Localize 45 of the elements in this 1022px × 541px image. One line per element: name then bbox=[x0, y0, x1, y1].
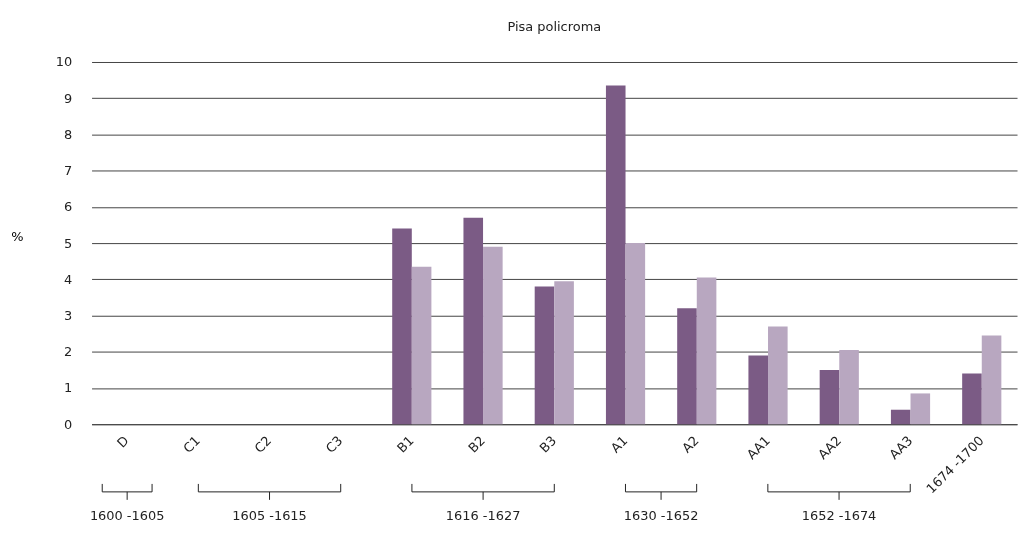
bar bbox=[981, 335, 1002, 425]
bar bbox=[696, 277, 717, 425]
text: 1605 -1615 bbox=[232, 507, 307, 523]
bar bbox=[483, 246, 503, 425]
bar bbox=[910, 393, 931, 425]
bar bbox=[819, 369, 840, 425]
y-tick-label: 6 bbox=[63, 199, 73, 215]
x-tick-label: B3 bbox=[536, 432, 560, 456]
bar bbox=[605, 85, 626, 425]
x-tick-label: A2 bbox=[679, 432, 702, 456]
x-tick-label: A1 bbox=[607, 432, 631, 456]
bar bbox=[554, 281, 574, 425]
bar bbox=[534, 286, 555, 425]
y-tick-label: 8 bbox=[63, 126, 73, 142]
y-tick-label: 1 bbox=[63, 380, 73, 396]
bar bbox=[890, 409, 911, 425]
bar bbox=[411, 266, 432, 425]
x-tick-label: C1 bbox=[180, 432, 203, 456]
y-tick-label: 9 bbox=[63, 90, 73, 106]
bar bbox=[463, 217, 484, 425]
x-tick-label: D bbox=[114, 432, 132, 451]
x-tick-label: B1 bbox=[394, 432, 417, 456]
y-tick-label: 10 bbox=[55, 54, 73, 70]
text: 1652 -1674 bbox=[801, 507, 877, 523]
bar bbox=[625, 243, 646, 425]
bar bbox=[392, 228, 412, 425]
y-tick-label: 0 bbox=[63, 416, 73, 432]
y-axis-title: % bbox=[11, 228, 24, 244]
chart-title: Pisa policroma bbox=[507, 19, 602, 35]
text: 1600 -1605 bbox=[89, 507, 165, 523]
bar bbox=[839, 349, 859, 425]
text: 1616 -1627 bbox=[445, 507, 521, 523]
y-tick-label: 2 bbox=[63, 344, 73, 360]
y-tick-label: 3 bbox=[63, 308, 73, 324]
bar bbox=[768, 326, 788, 425]
bar bbox=[748, 355, 769, 425]
bar bbox=[962, 373, 982, 425]
bar bbox=[677, 308, 697, 425]
y-tick-label: 4 bbox=[63, 271, 73, 287]
y-tick-label: 5 bbox=[63, 235, 73, 251]
text: 1630 -1652 bbox=[623, 507, 699, 523]
x-tick-label: C2 bbox=[251, 432, 275, 456]
y-tick-label: 7 bbox=[63, 163, 73, 179]
x-tick-label: C3 bbox=[322, 432, 346, 456]
x-tick-label: B2 bbox=[465, 432, 488, 456]
